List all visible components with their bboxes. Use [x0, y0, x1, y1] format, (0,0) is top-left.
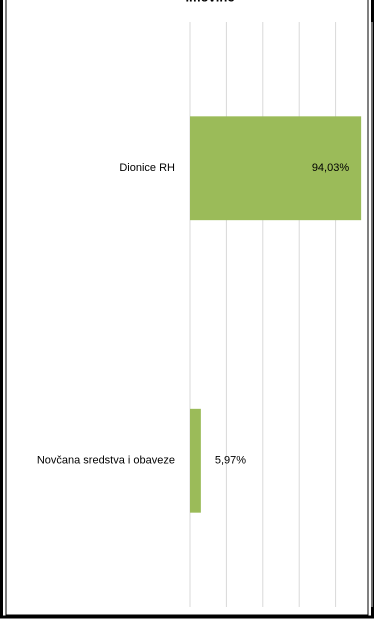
data-label: 5,97%	[215, 455, 246, 467]
y-tick-label: Dionice RH	[119, 162, 175, 174]
bar	[190, 116, 362, 221]
bar	[190, 408, 201, 513]
frame-inner	[5, 0, 369, 616]
chart-title: imovine	[185, 0, 234, 4]
y-tick-label: Novčana sredstva i obaveze	[37, 455, 175, 467]
data-label: 94,03%	[312, 162, 350, 174]
